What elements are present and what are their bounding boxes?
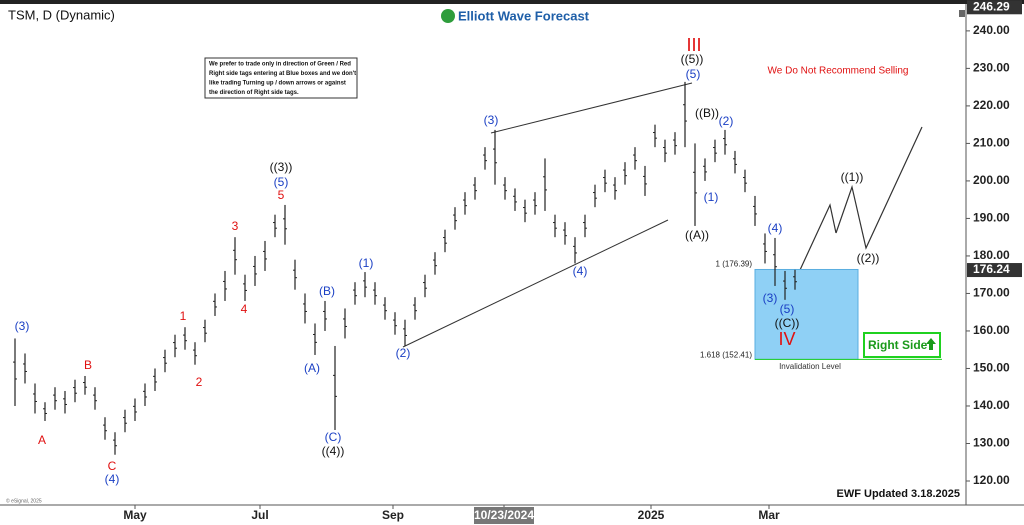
note-line: We prefer to trade only in direction of … [209,62,351,68]
target-box [754,268,859,360]
wave-label: 5 [278,188,285,202]
wave-label: IV [778,329,795,349]
logo-icon [441,9,455,23]
wave-label: (4) [768,221,783,235]
channel-line [490,82,693,134]
y-tick-label: 150.00 [973,361,1010,375]
wave-label: (5) [686,67,701,81]
price-tag-label: 246.29 [973,0,1010,13]
wave-label: ((1)) [841,170,864,184]
brand: Elliott Wave Forecast [458,8,590,23]
wave-label: ((2)) [857,251,880,265]
warning: We Do Not Recommend Selling [768,66,909,77]
wave-label: (3) [484,113,499,127]
projection [835,126,923,250]
icon [959,10,965,17]
arrow-icon [926,338,936,350]
note-line: like trading Turning up / down arrows or… [209,81,346,87]
y-tick-label: 190.00 [973,211,1010,225]
x-tick-label: Jul [251,508,268,522]
right-side: Right Side [868,338,928,352]
top-border [0,0,1024,4]
note-box [204,57,358,99]
source: © eSignal, 2025 [6,497,42,504]
wave-label: (2) [396,346,411,360]
price-tag-label: 176.24 [973,262,1010,276]
wave-label: (5) [274,175,289,189]
box-level-label: 1 (176.39) [716,260,753,269]
y-tick-label: 220.00 [973,98,1010,112]
wave-label: 3 [232,219,239,233]
price-tag [967,0,1022,15]
wave-label: (3) [15,319,30,333]
y-tick-label: 120.00 [973,473,1010,487]
y-tick-label: 240.00 [973,23,1010,37]
wave-label: (A) [304,361,320,375]
y-tick-label: 160.00 [973,323,1010,337]
wave-label: A [38,433,46,447]
x-tick-label: 10/23/2024 [474,508,534,522]
wave-label: 1 [180,309,187,323]
x-highlight [474,507,534,524]
y-tick-label: 210.00 [973,136,1010,150]
wave-label: (C) [325,430,342,444]
y-tick-label: 130.00 [973,436,1010,450]
wave-label: 4 [241,302,248,316]
right-side-box [863,332,941,358]
wave-label: (3) [763,291,778,305]
wave-label: 2 [196,375,203,389]
x-tick-label: 2025 [638,508,665,522]
wave-label: (1) [704,190,719,204]
x-tick-label: Mar [758,508,780,522]
y-tick-label: 200.00 [973,173,1010,187]
x-tick-label: Sep [382,508,404,522]
invalidation: Invalidation Level [779,362,841,371]
wave-label: (4) [573,264,588,278]
wave-label: ((5)) [681,52,704,66]
wave-label: (4) [105,472,120,486]
wave-label: (2) [719,114,734,128]
wave-label: ((A)) [685,228,709,242]
projection [799,203,837,271]
note-line: the direction of Right side tags. [209,90,299,96]
wave-label: (1) [359,256,374,270]
wave-label: ((C)) [775,316,800,330]
updated: EWF Updated 3.18.2025 [837,488,961,500]
wave-label: (B) [319,284,335,298]
wave-label: ((4)) [322,444,345,458]
channel-line [402,219,669,348]
x-tick-label: May [123,508,147,522]
box-level-label: 1.618 (152.41) [700,351,752,360]
wave-label: III [686,35,701,55]
wave-label: B [84,358,92,372]
y-tick-label: 170.00 [973,286,1010,300]
wave-label: ((B)) [695,106,719,120]
wave-label: (5) [780,302,795,316]
chart-title: TSM, D (Dynamic) [8,7,115,22]
wave-label: C [108,459,117,473]
price-tag [967,263,1022,278]
note-line: Right side tags entering at Blue boxes a… [209,71,356,77]
y-tick-label: 140.00 [973,398,1010,412]
y-tick-label: 180.00 [973,248,1010,262]
wave-label: ((3)) [270,160,293,174]
y-tick-label: 230.00 [973,61,1010,75]
